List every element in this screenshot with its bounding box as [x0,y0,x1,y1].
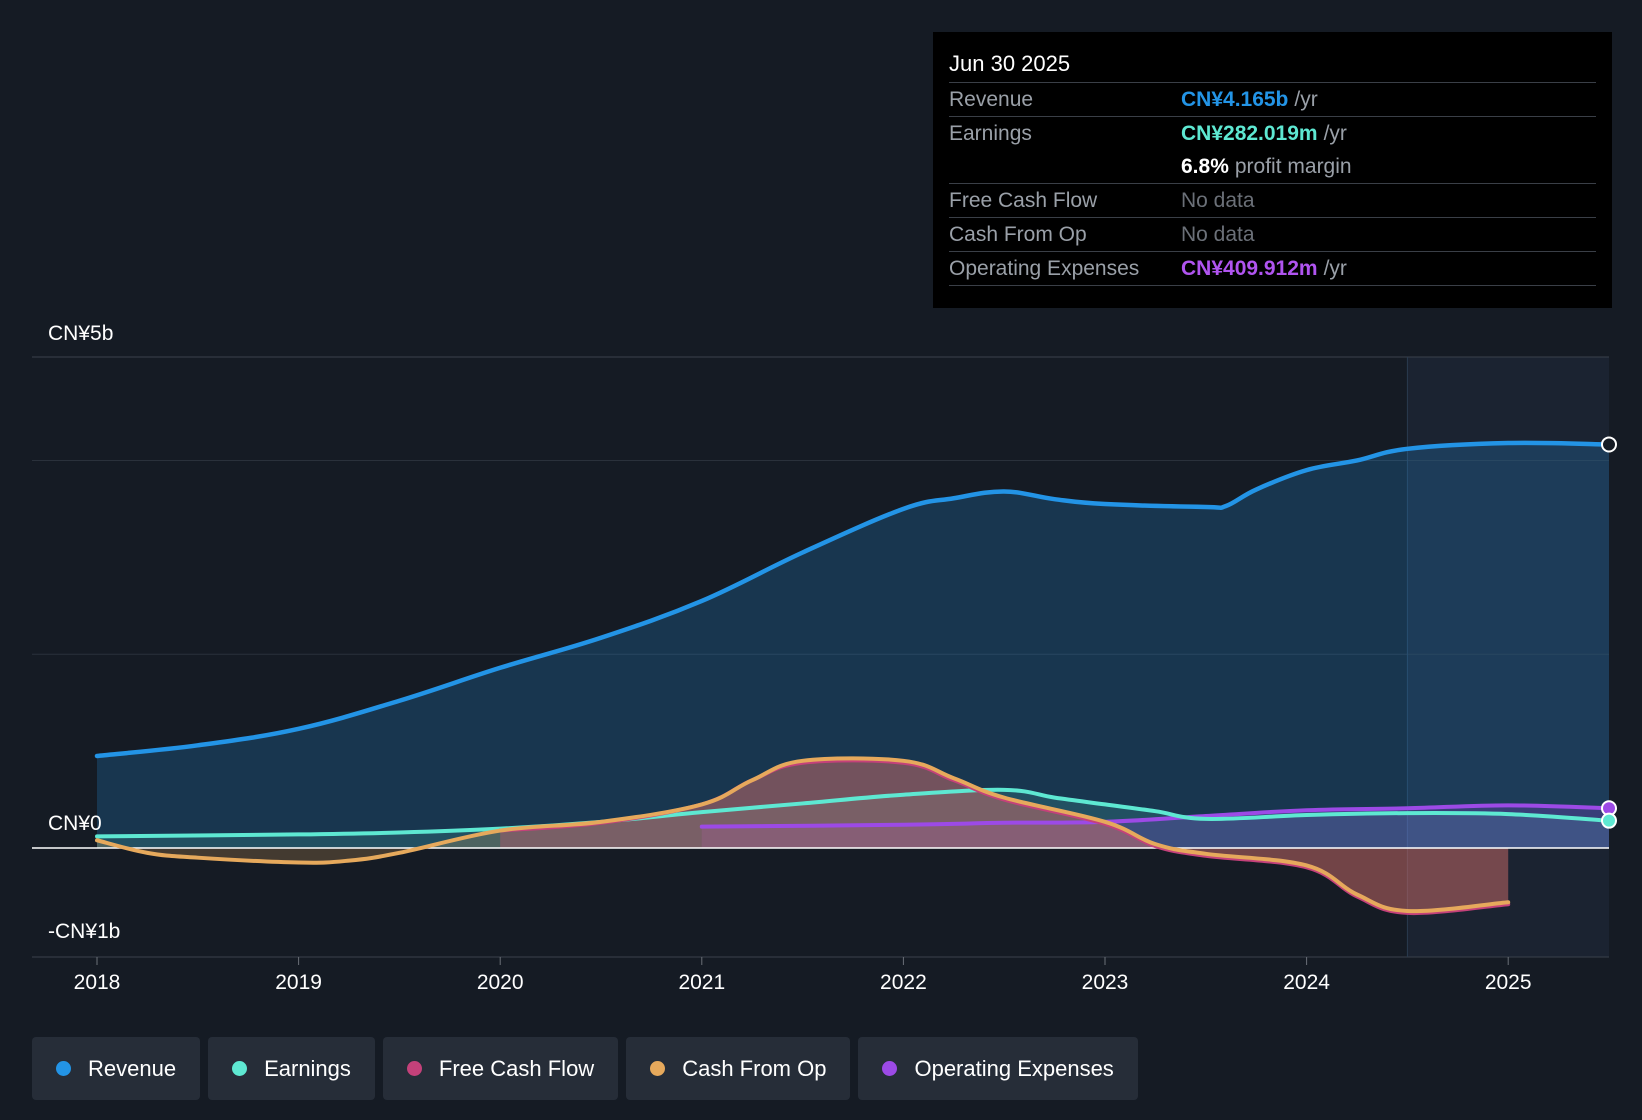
tooltip-revenue-value: CN¥4.165b [1181,88,1289,111]
legend-revenue-label: Revenue [88,1055,177,1081]
y-axis-labels: CN¥5b CN¥0 -CN¥1b [48,322,120,943]
tooltip-opex-label: Operating Expenses [949,257,1140,280]
legend-fcf-dot [406,1061,422,1076]
past-period-shade [1407,357,1609,957]
tooltip-fcf-value: No data [1181,189,1255,212]
legend-earnings-dot [232,1061,248,1076]
cfo-area [97,758,1509,912]
x-label-2024: 2024 [1283,971,1330,994]
x-label-2019: 2019 [275,971,322,994]
tooltip-date: Jun 30 2025 [949,51,1071,76]
tooltip-revenue-label: Revenue [949,88,1034,111]
x-label-2025: 2025 [1485,971,1532,994]
tooltip-margin-text: profit margin [1234,155,1352,178]
earnings-line [95,787,1611,839]
tooltip-margin-value: 6.8% [1181,155,1229,178]
cfo-line [95,756,1511,914]
tooltip-margin-row: 6.8% profit margin [949,150,1596,183]
revenue-line [94,440,1612,759]
revenue-end-marker [1601,436,1617,453]
tooltip-earnings-value: CN¥282.019m [1181,122,1318,145]
y-label-0: CN¥0 [48,812,102,835]
legend-fcf[interactable]: Free Cash Flow [382,1037,619,1100]
x-label-2020: 2020 [477,971,524,994]
earnings-end-marker [1601,812,1617,829]
revenue-area [97,442,1609,848]
legend-earnings-label: Earnings [264,1055,351,1081]
legend-cfo[interactable]: Cash From Op [626,1037,851,1100]
tooltip-fcf-label: Free Cash Flow [949,189,1098,212]
x-label-2021: 2021 [678,971,725,994]
legend-revenue-dot [56,1061,71,1076]
series-lines [94,440,1612,916]
end-markers [1601,436,1617,829]
tooltip-cfo-value: No data [1181,223,1255,246]
tooltip-opex-value: CN¥409.912m [1181,257,1318,280]
tooltip-opex-row: Operating Expenses CN¥409.912m /yr [949,251,1596,286]
legend-revenue[interactable]: Revenue [32,1037,201,1100]
tooltip-opex-unit: /yr [1323,257,1347,280]
legend-opex-label: Operating Expenses [914,1055,1114,1081]
tooltip-cfo-row: Cash From Op No data [949,217,1596,251]
tooltip-fcf-row: Free Cash Flow No data [949,183,1596,217]
legend-opex[interactable]: Operating Expenses [858,1037,1138,1100]
tooltip-panel: Jun 30 2025 Revenue CN¥4.165b /yr Earnin… [933,32,1612,308]
x-label-2022: 2022 [880,971,927,994]
tooltip-revenue-unit: /yr [1294,88,1318,111]
legend-fcf-label: Free Cash Flow [438,1055,595,1081]
tooltip-revenue-row: Revenue CN¥4.165b /yr [949,82,1596,116]
legend-cfo-dot [650,1061,666,1076]
legend-cfo-label: Cash From Op [682,1055,827,1081]
tooltip-cfo-label: Cash From Op [949,223,1087,246]
x-label-2023: 2023 [1082,971,1129,994]
y-label--1: -CN¥1b [48,920,120,943]
legend-opex-dot [882,1061,898,1076]
x-axis-labels: 2018 2019 2020 2021 2022 2023 2024 2025 [74,957,1532,994]
y-label-5: CN¥5b [48,322,113,345]
tooltip-earnings-unit: /yr [1323,122,1347,145]
legend: Revenue Earnings Free Cash Flow Cash Fro… [32,1037,1138,1100]
x-label-2018: 2018 [74,971,121,994]
fcf-area [500,760,1509,914]
legend-earnings[interactable]: Earnings [208,1037,375,1100]
tooltip-earnings-label: Earnings [949,122,1032,145]
opex-area [701,805,1609,848]
tooltip-earnings-row: Earnings CN¥282.019m /yr [949,116,1596,150]
